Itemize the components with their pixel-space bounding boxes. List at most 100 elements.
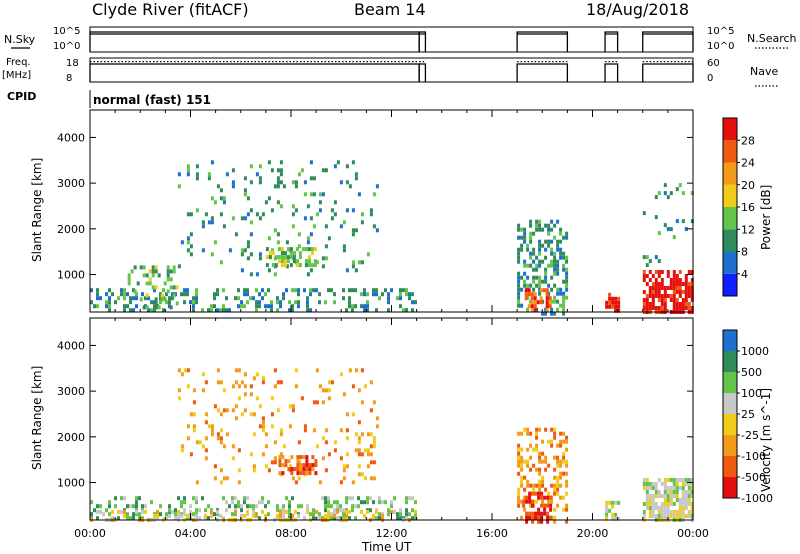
heatmap-cell [234, 232, 238, 237]
heatmap-cell [678, 282, 682, 286]
heatmap-cell [517, 463, 521, 468]
colorbar-cell [723, 456, 737, 477]
heatmap-cell [290, 467, 294, 472]
heatmap-cell [534, 515, 538, 520]
heatmap-cell [541, 479, 545, 484]
heatmap-cell [645, 502, 649, 506]
heatmap-cell [189, 452, 193, 457]
heatmap-cell [678, 478, 682, 482]
heatmap-cell [169, 269, 173, 274]
heatmap-cell [532, 267, 536, 272]
heatmap-cell [120, 496, 123, 501]
heatmap-cell [213, 512, 216, 517]
nsky-top-label: 10^5 [53, 26, 80, 37]
heatmap-cell [180, 292, 183, 297]
heatmap-cell [309, 232, 313, 237]
heatmap-cell [330, 516, 333, 521]
heatmap-cell [237, 504, 240, 509]
heatmap-cell [210, 424, 214, 429]
heatmap-cell [366, 496, 369, 501]
heatmap-cell [345, 464, 349, 469]
heatmap-cell [411, 292, 414, 297]
heatmap-cell [565, 231, 569, 236]
heatmap-cell [294, 208, 298, 213]
heatmap-cell [90, 500, 93, 505]
heatmap-cell [348, 368, 352, 373]
heatmap-cell [690, 290, 694, 294]
heatmap-cell [669, 498, 673, 502]
heatmap-cell [538, 287, 542, 292]
heatmap-cell [669, 278, 673, 282]
heatmap-cell [537, 515, 541, 520]
heatmap-cell [308, 467, 312, 472]
heatmap-cell [553, 263, 557, 268]
heatmap-cell [690, 306, 694, 310]
heatmap-cell [273, 384, 277, 389]
heatmap-cell [690, 514, 694, 518]
heatmap-cell [175, 301, 179, 306]
velocity-ylabel: Slant Range [km] [30, 366, 44, 470]
heatmap-cell [540, 495, 544, 500]
heatmap-cell [387, 292, 390, 297]
heatmap-cell [207, 172, 211, 177]
heatmap-cell [276, 232, 280, 237]
heatmap-cell [681, 498, 685, 502]
heatmap-cell [288, 464, 292, 469]
heatmap-cell [351, 208, 355, 213]
heatmap-cell [550, 275, 554, 280]
heatmap-cell [532, 247, 536, 252]
heatmap-cell [550, 239, 554, 244]
heatmap-cell [681, 494, 685, 498]
heatmap-cell [255, 212, 259, 217]
heatmap-cell [672, 274, 676, 278]
heatmap-cell [405, 500, 408, 505]
heatmap-cell [310, 263, 314, 268]
colorbar-tick-label: 25 [741, 408, 755, 421]
heatmap-cell [678, 306, 682, 310]
heatmap-cell [249, 232, 253, 237]
heatmap-cell [546, 511, 550, 516]
heatmap-cell [261, 380, 265, 385]
heatmap-cell [357, 388, 361, 393]
heatmap-cell [544, 311, 548, 316]
heatmap-cell [565, 283, 569, 288]
heatmap-cell [240, 380, 244, 385]
heatmap-cell [276, 508, 279, 513]
heatmap-cell [145, 273, 149, 278]
heatmap-cell [255, 396, 259, 401]
heatmap-cell [276, 513, 279, 518]
heatmap-cell [286, 247, 290, 252]
colorbar-cell [723, 435, 737, 456]
heatmap-cell [372, 292, 375, 297]
heatmap-cell [237, 468, 241, 473]
heatmap-cell [605, 516, 609, 521]
heatmap-cell [556, 503, 560, 508]
heatmap-cell [690, 502, 694, 506]
heatmap-cell [240, 268, 244, 273]
nsearch-top-label: 10^5 [707, 26, 734, 37]
heatmap-cell [372, 440, 376, 445]
heatmap-cell [529, 455, 533, 460]
heatmap-cell [547, 463, 551, 468]
heatmap-cell [666, 195, 670, 200]
velocity-panel-frame [89, 317, 694, 521]
heatmap-cell [283, 263, 287, 268]
heatmap-cell [529, 503, 533, 508]
heatmap-cell [369, 208, 373, 213]
heatmap-cell [222, 308, 225, 313]
heatmap-cell [663, 286, 667, 290]
heatmap-cell [375, 308, 378, 313]
heatmap-cell [150, 500, 153, 505]
heatmap-cell [297, 292, 300, 297]
heatmap-cell [541, 259, 545, 264]
heatmap-cell [240, 300, 243, 305]
heatmap-cell [291, 180, 295, 185]
heatmap-cell [687, 494, 691, 498]
heatmap-cell [96, 516, 99, 521]
heatmap-cell [534, 511, 538, 516]
heatmap-cell [408, 512, 411, 517]
heatmap-cell [299, 463, 303, 468]
heatmap-cell [535, 267, 539, 272]
heatmap-cell [648, 306, 652, 310]
